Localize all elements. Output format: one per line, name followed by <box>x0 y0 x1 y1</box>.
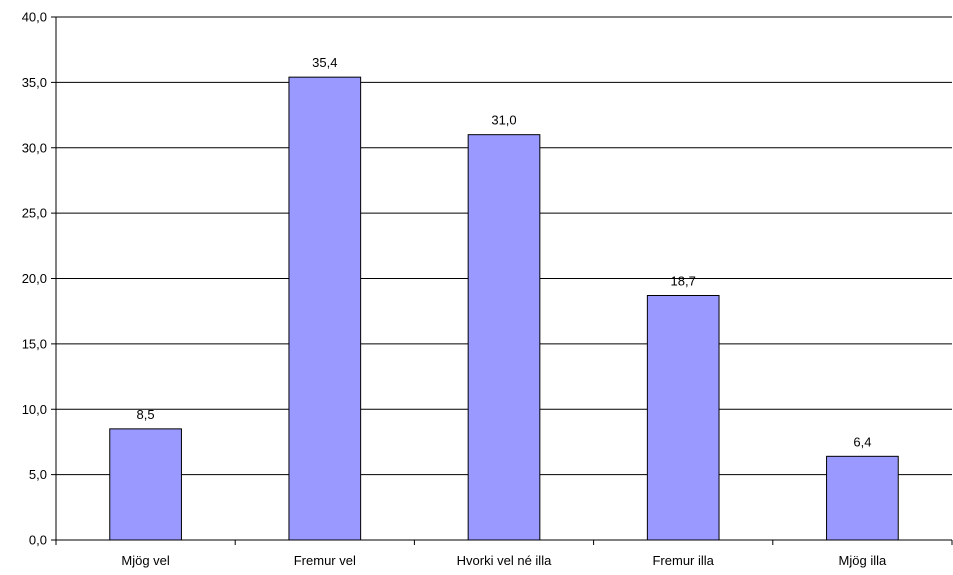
data-label: 31,0 <box>491 113 516 128</box>
data-label: 18,7 <box>671 273 696 288</box>
data-label: 8,5 <box>137 407 155 422</box>
bar <box>109 428 182 541</box>
bar <box>826 455 899 541</box>
axes <box>51 16 953 545</box>
x-tick-label: Mjög vel <box>121 553 170 568</box>
x-tick-label: Fremur vel <box>294 553 356 568</box>
bar <box>467 134 541 541</box>
y-tick-label: 20,0 <box>22 271 47 286</box>
data-label: 35,4 <box>312 55 337 70</box>
x-tick-label: Mjög illa <box>839 553 887 568</box>
y-tick-label: 0,0 <box>29 533 47 548</box>
y-tick-label: 30,0 <box>22 140 47 155</box>
y-tick-label: 40,0 <box>22 10 47 25</box>
bar <box>646 294 720 541</box>
x-tick-label: Hvorki vel né illa <box>457 553 552 568</box>
y-tick-label: 35,0 <box>22 75 47 90</box>
bars <box>109 76 899 541</box>
y-tick-label: 25,0 <box>22 206 47 221</box>
y-tick-label: 10,0 <box>22 402 47 417</box>
y-tick-label: 5,0 <box>29 467 47 482</box>
x-tick-label: Fremur illa <box>652 553 714 568</box>
y-tick-label: 15,0 <box>22 336 47 351</box>
data-label: 6,4 <box>853 434 871 449</box>
labels: 0,0 5,0 10,0 15,0 20,0 25,0 30,0 35,0 40,0 8,5 Mjö… <box>22 10 887 569</box>
bar <box>288 76 362 541</box>
